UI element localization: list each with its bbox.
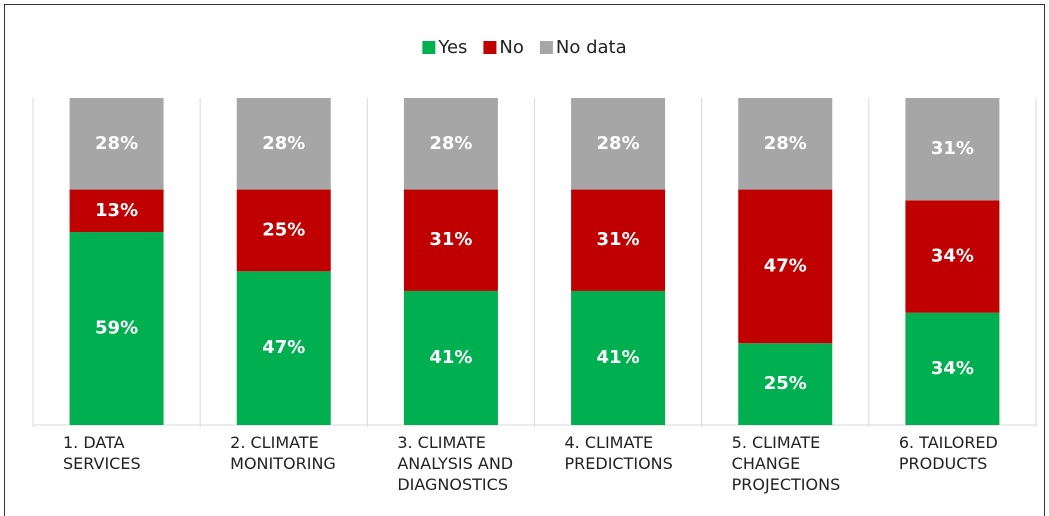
bar-segment xyxy=(905,200,1000,313)
legend-label: Yes xyxy=(437,37,467,58)
bar-segment xyxy=(403,98,498,190)
bar-segment xyxy=(69,98,164,190)
bar-segment xyxy=(738,343,833,425)
data-label: 34% xyxy=(931,358,974,379)
legend-swatch xyxy=(422,41,436,54)
bar-segment xyxy=(403,290,498,425)
bar-segment xyxy=(403,189,498,291)
data-label: 13% xyxy=(95,200,138,221)
bar-segment xyxy=(905,98,1000,201)
x-tick-label: 4. CLIMATE PREDICTIONS xyxy=(564,433,673,473)
data-label: 34% xyxy=(931,246,974,267)
data-label: 25% xyxy=(764,373,807,394)
x-tick-label: 6. TAILORED PRODUCTS xyxy=(898,433,998,473)
data-label: 41% xyxy=(429,347,472,368)
bar-segment xyxy=(738,189,833,344)
x-tick-label: 2. CLIMATE MONITORING xyxy=(230,433,336,473)
x-tick-label: 3. CLIMATE ANALYSIS AND DIAGNOSTICS xyxy=(397,433,514,494)
legend-swatch xyxy=(539,41,553,54)
data-label: 28% xyxy=(597,133,640,154)
bar-segment xyxy=(738,98,833,190)
bar-segment xyxy=(236,189,331,272)
data-label: 41% xyxy=(597,347,640,368)
legend-label: No xyxy=(499,37,523,58)
data-label: 31% xyxy=(931,138,974,159)
data-label: 25% xyxy=(262,219,305,240)
bar-segment xyxy=(571,98,666,190)
bar-segment xyxy=(236,98,331,190)
x-tick-label: 1. DATA SERVICES xyxy=(63,433,141,473)
data-label: 47% xyxy=(262,337,305,358)
bar-segment xyxy=(571,290,666,425)
data-label: 47% xyxy=(764,255,807,276)
data-label: 28% xyxy=(429,133,472,154)
data-label: 59% xyxy=(95,318,138,339)
x-tick-label: 5. CLIMATE CHANGE PROJECTIONS xyxy=(731,433,841,494)
bar-segment xyxy=(69,189,164,233)
data-label: 28% xyxy=(95,133,138,154)
bar-segment xyxy=(236,271,331,425)
legend-label: No data xyxy=(556,37,627,58)
bar-segment xyxy=(571,189,666,291)
bar-segment xyxy=(905,312,1000,425)
chart-frame xyxy=(4,4,1045,516)
bar-segment xyxy=(69,232,164,425)
legend-swatch xyxy=(483,41,497,54)
data-label: 31% xyxy=(429,229,472,250)
data-label: 28% xyxy=(764,133,807,154)
data-label: 28% xyxy=(262,133,305,154)
data-label: 31% xyxy=(597,229,640,250)
